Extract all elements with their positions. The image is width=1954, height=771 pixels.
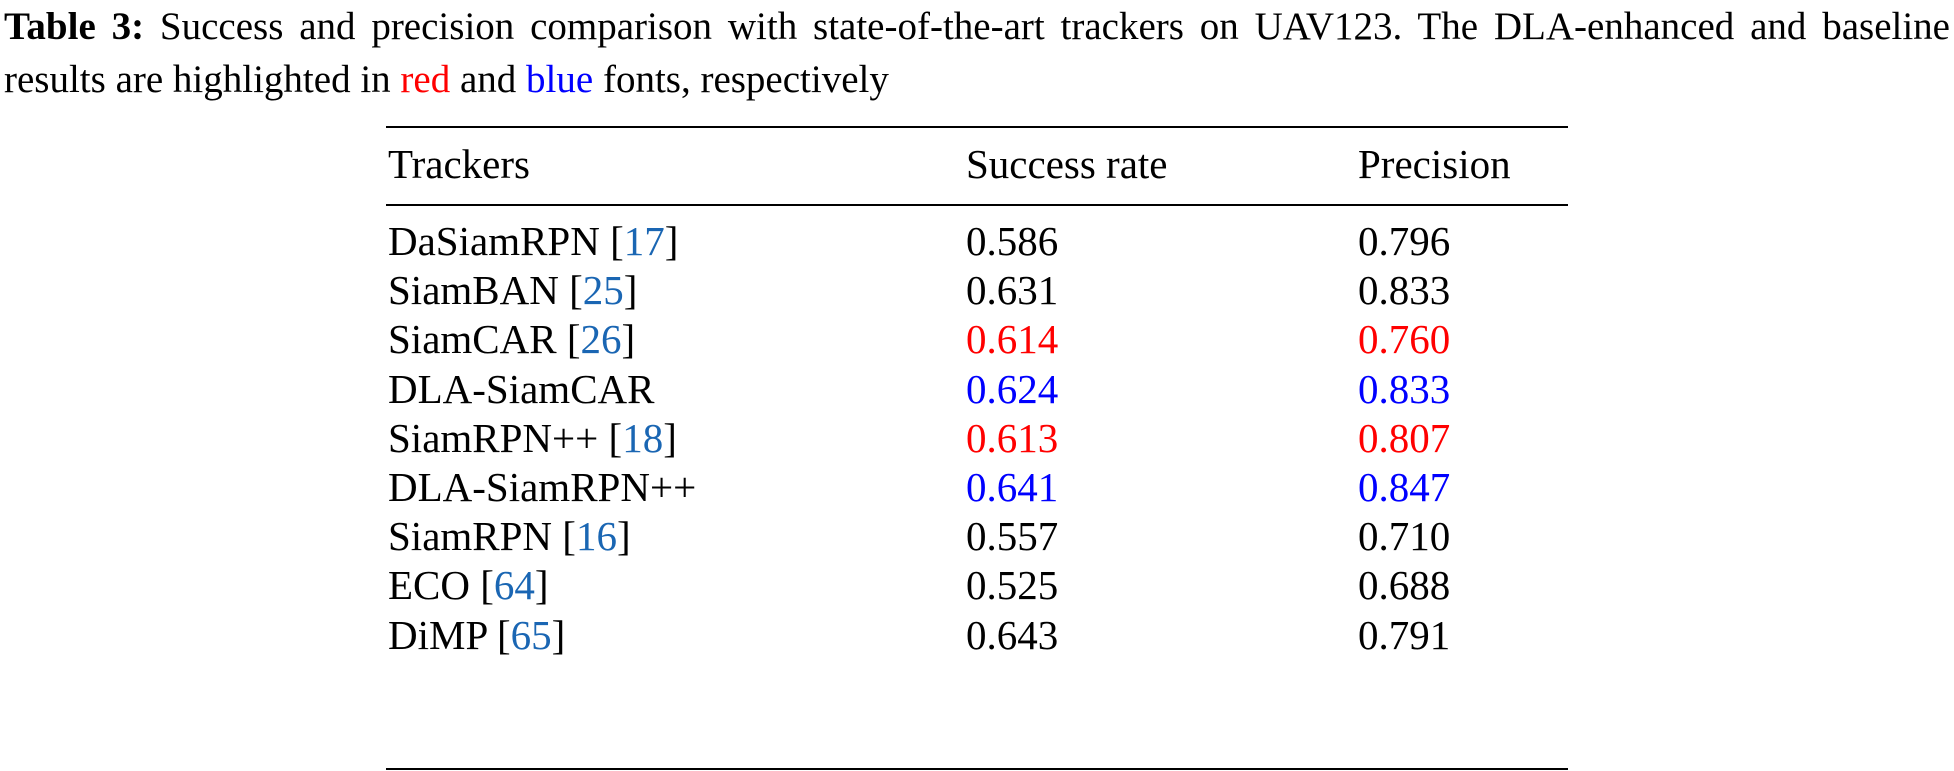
success-rate-cell: 0.586 xyxy=(966,218,1059,264)
tracker-name-cell: ECO [64] xyxy=(388,562,549,609)
tracker-name: DaSiamRPN xyxy=(388,218,600,264)
table-row: ECO [64] 0.525 0.688 xyxy=(386,560,1568,610)
table-row: SiamCAR [26] 0.614 0.760 xyxy=(386,314,1568,364)
precision-cell: 0.807 xyxy=(1358,414,1451,461)
tracker-name: ECO xyxy=(388,562,470,609)
precision-cell: 0.833 xyxy=(1358,365,1451,412)
table-row: SiamRPN [16] 0.557 0.710 xyxy=(386,511,1568,561)
tracker-name-cell: DiMP [65] xyxy=(388,611,566,658)
header-precision: Precision xyxy=(1358,141,1511,187)
caption-text-start: Success and precision comparison with st… xyxy=(4,5,1950,101)
tracker-name: DLA-SiamCAR xyxy=(388,365,655,412)
citation-link[interactable]: 25 xyxy=(582,267,624,314)
table-header-rule xyxy=(386,204,1568,206)
table-row: DaSiamRPN [17] 0.586 0.796 xyxy=(386,216,1568,266)
header-trackers: Trackers xyxy=(388,141,530,187)
table-header-row: Trackers Success rate Precision xyxy=(386,139,1568,189)
tracker-name: SiamCAR xyxy=(388,316,557,363)
caption-red-word: red xyxy=(400,58,451,101)
success-rate-cell: 0.624 xyxy=(966,365,1059,412)
tracker-name-cell: SiamRPN++ [18] xyxy=(388,414,677,461)
table-caption: Table 3: Success and precision compariso… xyxy=(4,0,1950,106)
precision-cell: 0.688 xyxy=(1358,562,1451,609)
precision-cell: 0.760 xyxy=(1358,316,1451,363)
citation-link[interactable]: 64 xyxy=(493,562,535,609)
success-rate-cell: 0.613 xyxy=(966,414,1059,461)
success-rate-cell: 0.614 xyxy=(966,316,1059,363)
table-row: DLA-SiamCAR 0.624 0.833 xyxy=(386,364,1568,414)
precision-cell: 0.833 xyxy=(1358,267,1451,314)
caption-text-middle: and xyxy=(450,58,527,101)
precision-cell: 0.847 xyxy=(1358,464,1451,510)
success-rate-cell: 0.641 xyxy=(966,464,1059,510)
tracker-name-cell: DaSiamRPN [17] xyxy=(388,218,679,264)
table-row: DLA-SiamRPN++ 0.641 0.847 xyxy=(386,462,1568,512)
header-success-rate: Success rate xyxy=(966,141,1168,187)
success-rate-cell: 0.557 xyxy=(966,513,1059,560)
tracker-name: SiamRPN++ xyxy=(388,414,599,461)
precision-cell: 0.796 xyxy=(1358,218,1451,264)
citation-link[interactable]: 65 xyxy=(510,611,552,658)
tracker-name-cell: SiamBAN [25] xyxy=(388,267,638,314)
tracker-name: SiamRPN xyxy=(388,513,553,560)
precision-cell: 0.710 xyxy=(1358,513,1451,560)
caption-label: Table 3: xyxy=(4,5,145,48)
tracker-name-cell: DLA-SiamRPN++ xyxy=(388,462,696,512)
citation-link[interactable]: 18 xyxy=(622,414,664,461)
table-top-rule xyxy=(386,126,1568,128)
tracker-name-cell: DLA-SiamCAR xyxy=(388,364,655,414)
tracker-name: SiamBAN xyxy=(388,267,559,314)
citation-link[interactable]: 17 xyxy=(623,218,665,264)
tracker-name-cell: SiamCAR [26] xyxy=(388,316,636,363)
table-row: SiamRPN++ [18] 0.613 0.807 xyxy=(386,413,1568,463)
table-row: SiamBAN [25] 0.631 0.833 xyxy=(386,265,1568,315)
caption-text-end: fonts, respectively xyxy=(593,58,889,101)
table-row: DiMP [65] 0.643 0.791 xyxy=(386,610,1568,660)
success-rate-cell: 0.525 xyxy=(966,562,1059,609)
tracker-name: DiMP xyxy=(388,611,487,658)
citation-link[interactable]: 16 xyxy=(575,513,617,560)
table-bottom-rule xyxy=(386,768,1568,770)
precision-cell: 0.791 xyxy=(1358,611,1451,658)
success-rate-cell: 0.631 xyxy=(966,267,1059,314)
tracker-name-cell: SiamRPN [16] xyxy=(388,513,631,560)
caption-blue-word: blue xyxy=(526,58,594,101)
citation-link[interactable]: 26 xyxy=(580,316,622,363)
success-rate-cell: 0.643 xyxy=(966,611,1059,658)
tracker-name: DLA-SiamRPN++ xyxy=(388,464,697,510)
